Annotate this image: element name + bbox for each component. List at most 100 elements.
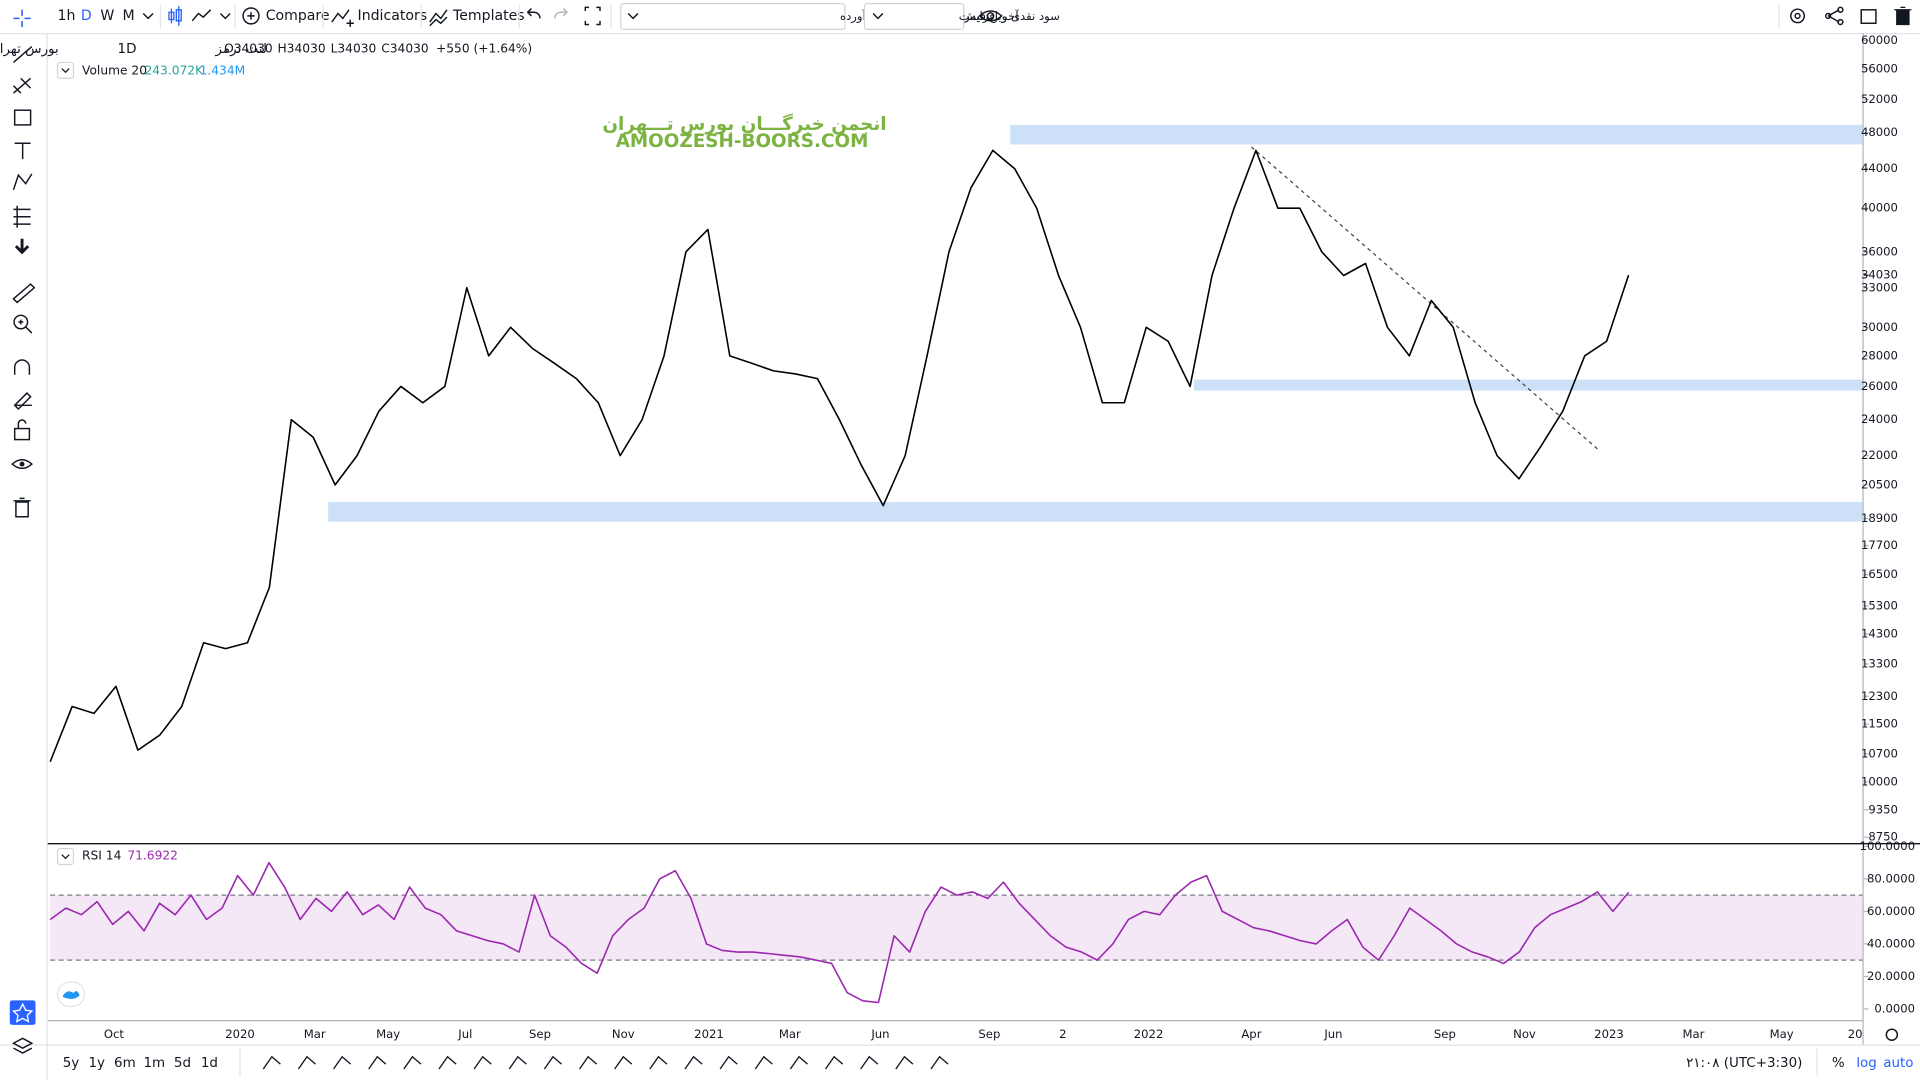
zoom-tool[interactable] <box>13 314 29 330</box>
range-button[interactable]: 5d <box>174 1056 191 1071</box>
collapse-button[interactable] <box>56 847 75 866</box>
line-type-icon[interactable] <box>191 9 212 22</box>
crosshair-tool[interactable] <box>13 9 31 27</box>
drawing-tool-icon[interactable] <box>438 1055 457 1070</box>
hide-tool[interactable] <box>19 461 25 467</box>
drawing-mode-tool[interactable] <box>13 392 32 411</box>
lock-tool[interactable] <box>17 419 27 429</box>
ruler-tool[interactable] <box>12 283 36 304</box>
drawing-tool-icon[interactable] <box>543 1055 562 1070</box>
time-label: May <box>1770 1027 1794 1041</box>
redo-icon[interactable] <box>553 8 568 19</box>
drawing-tool-icon[interactable] <box>403 1055 422 1070</box>
compare-button[interactable]: Compare <box>266 8 330 24</box>
trend-line-tool[interactable] <box>12 45 33 64</box>
axis-settings-icon[interactable] <box>1885 1028 1899 1041</box>
range-button[interactable]: 1m <box>143 1056 165 1071</box>
drawing-tool-icon[interactable] <box>473 1055 492 1070</box>
chart-type-icon[interactable] <box>168 6 182 26</box>
compare-icon[interactable] <box>247 12 255 20</box>
collapse-button[interactable] <box>56 61 75 79</box>
drawing-tool-icon[interactable] <box>895 1055 914 1070</box>
time-label: Mar <box>1683 1027 1705 1041</box>
drawing-tool-icon[interactable] <box>719 1055 738 1070</box>
dropdown-arrow[interactable] <box>872 12 884 20</box>
interval-button[interactable]: D <box>81 8 92 24</box>
eye-icon[interactable] <box>978 10 1003 22</box>
dropdown-arrow[interactable] <box>219 12 231 20</box>
zone-rectangle <box>1193 379 1863 391</box>
drawing-tool-icon[interactable] <box>789 1055 808 1070</box>
share-icon[interactable] <box>1837 18 1844 26</box>
y-tick-label: 36000 <box>1861 244 1898 258</box>
drawing-tool-icon[interactable] <box>297 1055 316 1070</box>
zoom-tool[interactable] <box>18 319 33 334</box>
dividend-dropdown[interactable] <box>620 3 846 30</box>
snapshot-icon[interactable] <box>1860 9 1877 24</box>
hide-tool[interactable] <box>11 459 33 470</box>
y-tick-label: 14300 <box>1861 626 1898 640</box>
remove-tool[interactable] <box>13 497 31 518</box>
auto-button[interactable]: auto <box>1883 1056 1913 1071</box>
y-tick-label: 16500 <box>1861 567 1898 581</box>
settings-icon[interactable] <box>1790 8 1806 24</box>
share-icon[interactable] <box>1837 6 1844 13</box>
drawing-tool-icon[interactable] <box>824 1055 844 1070</box>
object-tree-icon[interactable] <box>11 1037 34 1054</box>
pattern-tool[interactable] <box>12 173 33 191</box>
drawing-toolbar <box>262 1055 949 1070</box>
interval-button[interactable]: M <box>122 8 134 24</box>
range-button[interactable]: 6m <box>114 1056 136 1071</box>
price-line <box>49 149 1630 763</box>
time-label: Sep <box>529 1027 551 1041</box>
compare-icon[interactable] <box>242 7 260 25</box>
drawing-tool-icon[interactable] <box>754 1055 773 1070</box>
templates-button[interactable]: Templates <box>452 8 525 24</box>
range-button[interactable]: 1y <box>88 1056 105 1071</box>
drawing-tool-icon[interactable] <box>614 1055 633 1070</box>
indicators-icon[interactable] <box>331 9 354 27</box>
range-button[interactable]: 1d <box>201 1056 218 1071</box>
arrow-tool[interactable] <box>14 238 30 255</box>
drawing-tool-icon[interactable] <box>332 1055 352 1070</box>
time-label: Mar <box>304 1027 326 1041</box>
drawing-tool-icon[interactable] <box>508 1055 527 1070</box>
log-button[interactable]: log <box>1856 1056 1877 1071</box>
fullscreen-icon[interactable] <box>584 6 601 26</box>
fib-tool[interactable] <box>12 77 32 94</box>
drawing-tool-icon[interactable] <box>860 1055 879 1070</box>
drawing-tool-icon[interactable] <box>930 1055 949 1070</box>
y-tick-label: 40000 <box>1861 201 1898 215</box>
text-tool[interactable] <box>14 142 31 160</box>
price-type-dropdown[interactable] <box>863 3 965 30</box>
forecast-tool[interactable] <box>13 205 31 228</box>
drawing-tool-icon[interactable] <box>578 1055 598 1070</box>
dropdown-arrow[interactable] <box>142 12 154 20</box>
indicators-button[interactable]: Indicators <box>358 8 428 24</box>
eye-icon[interactable] <box>986 12 995 20</box>
range-button[interactable]: 5y <box>63 1056 80 1071</box>
share-icon[interactable] <box>1824 12 1832 20</box>
shape-tool[interactable] <box>13 109 32 126</box>
time-label: Jun <box>870 1027 889 1041</box>
templates-icon[interactable] <box>429 9 448 27</box>
drawing-tool-icon[interactable] <box>684 1055 703 1070</box>
price-type[interactable]: آخرین قیمت <box>959 9 1020 24</box>
interval-button[interactable]: W <box>100 8 114 24</box>
trash-icon[interactable] <box>1894 6 1912 26</box>
settings-icon[interactable] <box>1794 12 1801 20</box>
dropdown-arrow[interactable] <box>627 12 639 20</box>
drawing-tool-icon[interactable] <box>368 1055 387 1070</box>
clock: ۲۱:۰۸ (UTC+3:30) <box>1686 1056 1802 1071</box>
undo-icon[interactable] <box>526 8 541 19</box>
percent-button[interactable]: % <box>1832 1056 1845 1071</box>
drawing-tool-icon[interactable] <box>262 1055 281 1070</box>
magnet-tool[interactable] <box>13 359 31 375</box>
favorites-button[interactable] <box>9 1000 36 1025</box>
interval-button[interactable]: 1h <box>58 8 76 24</box>
lock-tool[interactable] <box>13 427 31 441</box>
collapse-arrow <box>61 68 70 74</box>
drawing-tool-icon[interactable] <box>649 1055 668 1070</box>
time-label: 2022 <box>1134 1027 1164 1041</box>
